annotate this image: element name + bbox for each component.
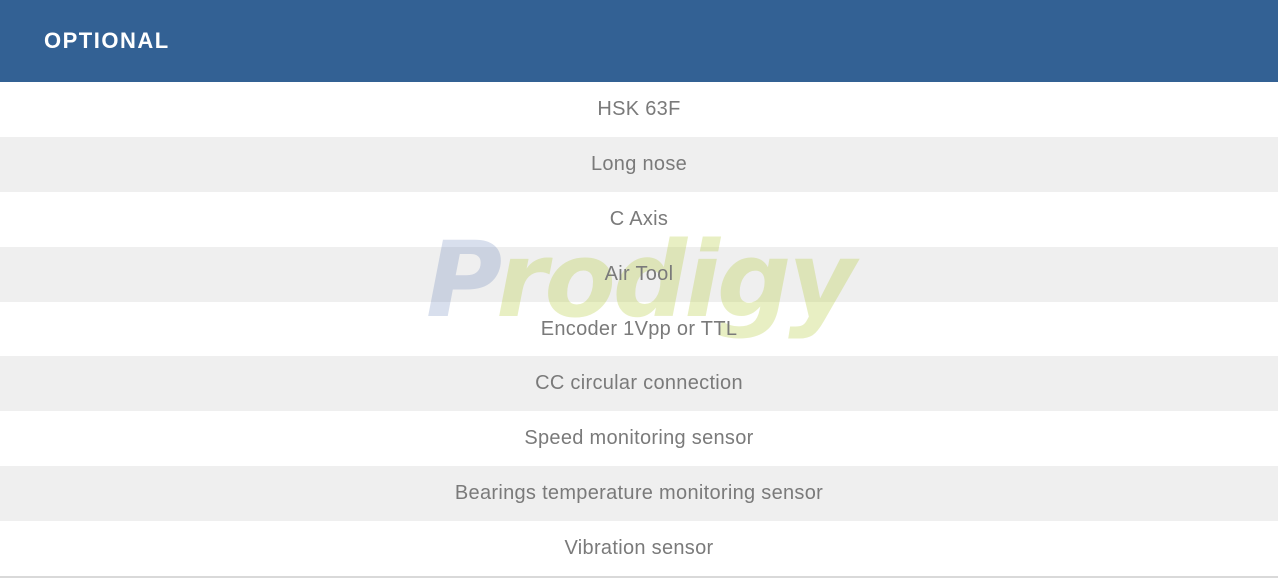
row-label: CC circular connection xyxy=(535,372,743,395)
table-rows: HSK 63F Long nose C Axis Air Tool Encode… xyxy=(0,82,1278,577)
table-row: Encoder 1Vpp or TTL xyxy=(0,301,1278,357)
row-label: Bearings temperature monitoring sensor xyxy=(454,482,824,505)
row-label: Encoder 1Vpp or TTL xyxy=(540,317,738,340)
table-row: HSK 63F xyxy=(0,82,1278,137)
row-label: C Axis xyxy=(609,207,669,230)
table-header-title: OPTIONAL xyxy=(44,28,170,53)
table-row: C Axis xyxy=(0,191,1278,247)
row-label: HSK 63F xyxy=(597,97,681,120)
table-row: CC circular connection xyxy=(0,356,1278,412)
row-label: Speed monitoring sensor xyxy=(524,427,754,450)
row-label: Air Tool xyxy=(604,262,674,285)
table-row: Vibration sensor xyxy=(0,521,1278,577)
row-label: Vibration sensor xyxy=(564,537,714,560)
table-header: OPTIONAL xyxy=(0,0,1278,82)
table-bottom-divider xyxy=(0,576,1278,578)
table-row: Bearings temperature monitoring sensor xyxy=(0,466,1278,522)
table-row: Speed monitoring sensor xyxy=(0,411,1278,467)
row-label: Long nose xyxy=(590,152,688,175)
table-row: Air Tool xyxy=(0,246,1278,302)
table-row: Long nose xyxy=(0,136,1278,192)
